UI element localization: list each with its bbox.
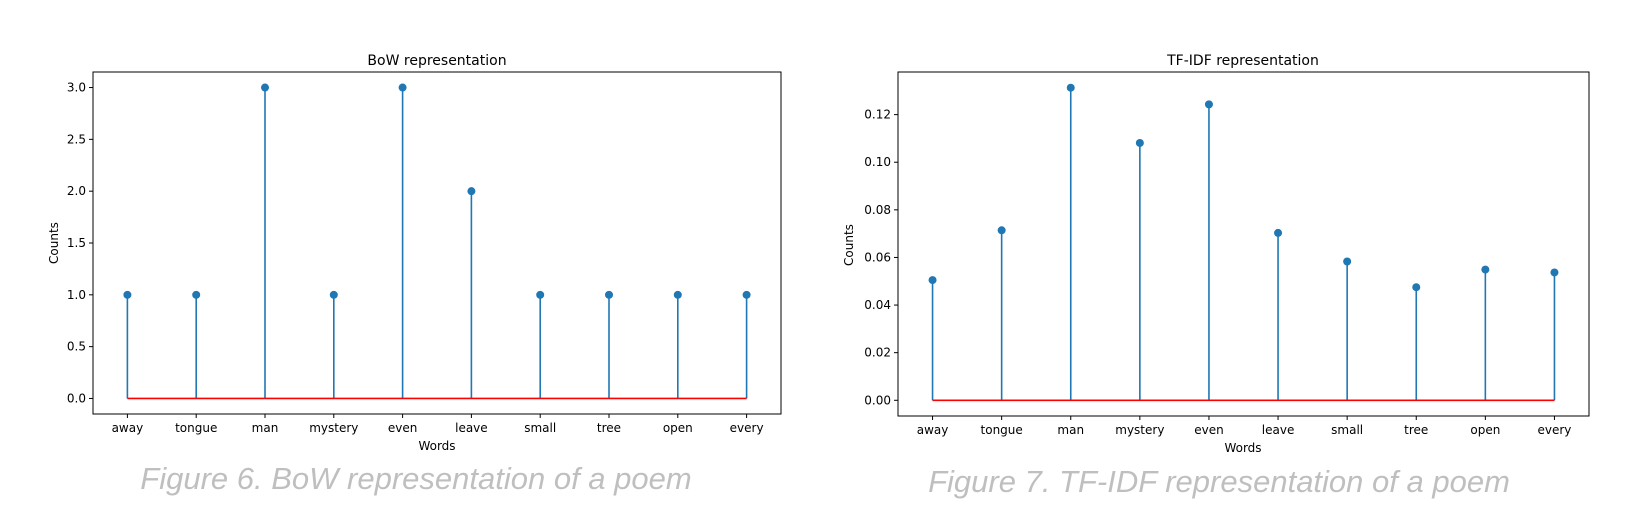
x-tick-label: tree xyxy=(597,421,621,435)
x-tick-label: small xyxy=(1331,423,1363,437)
x-axis-title: Words xyxy=(418,439,455,453)
tick-layer: 0.00 0.02 0.04 0.06 0.08 0.10 0.12 away tongue ma… xyxy=(864,108,1571,437)
y-tick-label: 2.5 xyxy=(67,132,86,146)
stem-marker xyxy=(1066,83,1075,92)
tick-layer: 0.0 0.5 1.0 1.5 2.0 2.5 3.0 away tongue man myster… xyxy=(67,81,764,435)
y-tick-label: 0.04 xyxy=(864,298,891,312)
x-tick-label: every xyxy=(1537,423,1571,437)
y-tick-label: 0.12 xyxy=(864,108,891,122)
x-tick-label: open xyxy=(663,421,693,435)
stem-marker xyxy=(1204,100,1213,109)
plot-frame xyxy=(897,71,1590,417)
stem-marker xyxy=(123,290,132,299)
x-tick-label: even xyxy=(388,421,417,435)
y-tick-label: 0.08 xyxy=(864,203,891,217)
x-tick-label: tongue xyxy=(175,421,217,435)
stem-marker xyxy=(1481,265,1490,274)
x-tick-label: open xyxy=(1470,423,1500,437)
stem-marker xyxy=(261,83,269,92)
figure-caption: Figure 6. BoW representation of a poem xyxy=(140,461,691,496)
y-tick-label: 1.0 xyxy=(67,288,86,302)
stem-marker xyxy=(329,290,338,299)
x-tick-label: man xyxy=(252,421,279,435)
y-tick-label: 0.00 xyxy=(864,393,891,407)
figure-caption: Figure 7. TF-IDF representation of a poe… xyxy=(928,464,1510,499)
x-tick-label: tree xyxy=(1404,423,1428,437)
x-tick-label: away xyxy=(112,421,144,435)
stem-marker xyxy=(536,290,545,299)
x-axis-title: Words xyxy=(1224,441,1261,455)
x-tick-label: man xyxy=(1057,423,1084,437)
chart-title: TF-IDF representation xyxy=(1166,53,1319,69)
chart-title: BoW representation xyxy=(367,53,506,69)
y-tick-label: 0.5 xyxy=(67,340,86,354)
bow-chart: BoW representation Words Counts 0.0 0.5 1.… xyxy=(47,53,782,496)
x-tick-label: away xyxy=(917,423,949,437)
stem-marker xyxy=(398,83,407,92)
stem-marker xyxy=(192,290,201,299)
stem-layer xyxy=(123,83,751,400)
y-tick-label: 0.0 xyxy=(67,391,86,405)
x-tick-label: leave xyxy=(455,421,488,435)
stem-marker xyxy=(467,187,476,196)
stem-marker xyxy=(1135,138,1144,147)
stem-marker xyxy=(1274,228,1283,237)
stem-layer xyxy=(928,83,1559,402)
y-tick-label: 1.5 xyxy=(67,236,86,250)
stem-marker xyxy=(1412,283,1421,292)
x-tick-label: mystery xyxy=(309,421,358,435)
tfidf-chart: TF-IDF representation Words Counts 0.000… xyxy=(842,53,1590,499)
stem-marker xyxy=(742,290,751,299)
y-tick-label: 3.0 xyxy=(67,81,86,95)
x-tick-label: small xyxy=(524,421,556,435)
y-axis-title: Counts xyxy=(842,224,856,266)
y-axis-title: Counts xyxy=(47,222,61,264)
x-tick-label: leave xyxy=(1262,423,1295,437)
stem-marker xyxy=(1343,257,1352,266)
stem-marker xyxy=(928,276,937,285)
stem-marker xyxy=(1550,268,1559,277)
y-tick-label: 2.0 xyxy=(67,184,86,198)
y-tick-label: 0.06 xyxy=(864,250,891,264)
y-tick-label: 0.10 xyxy=(864,155,891,169)
x-tick-label: tongue xyxy=(981,423,1023,437)
stem-marker xyxy=(673,290,682,299)
x-tick-label: mystery xyxy=(1115,423,1164,437)
x-tick-label: every xyxy=(730,421,764,435)
stem-marker xyxy=(605,290,613,299)
x-tick-label: even xyxy=(1194,423,1223,437)
stem-marker xyxy=(997,226,1006,235)
y-tick-label: 0.02 xyxy=(864,346,891,360)
